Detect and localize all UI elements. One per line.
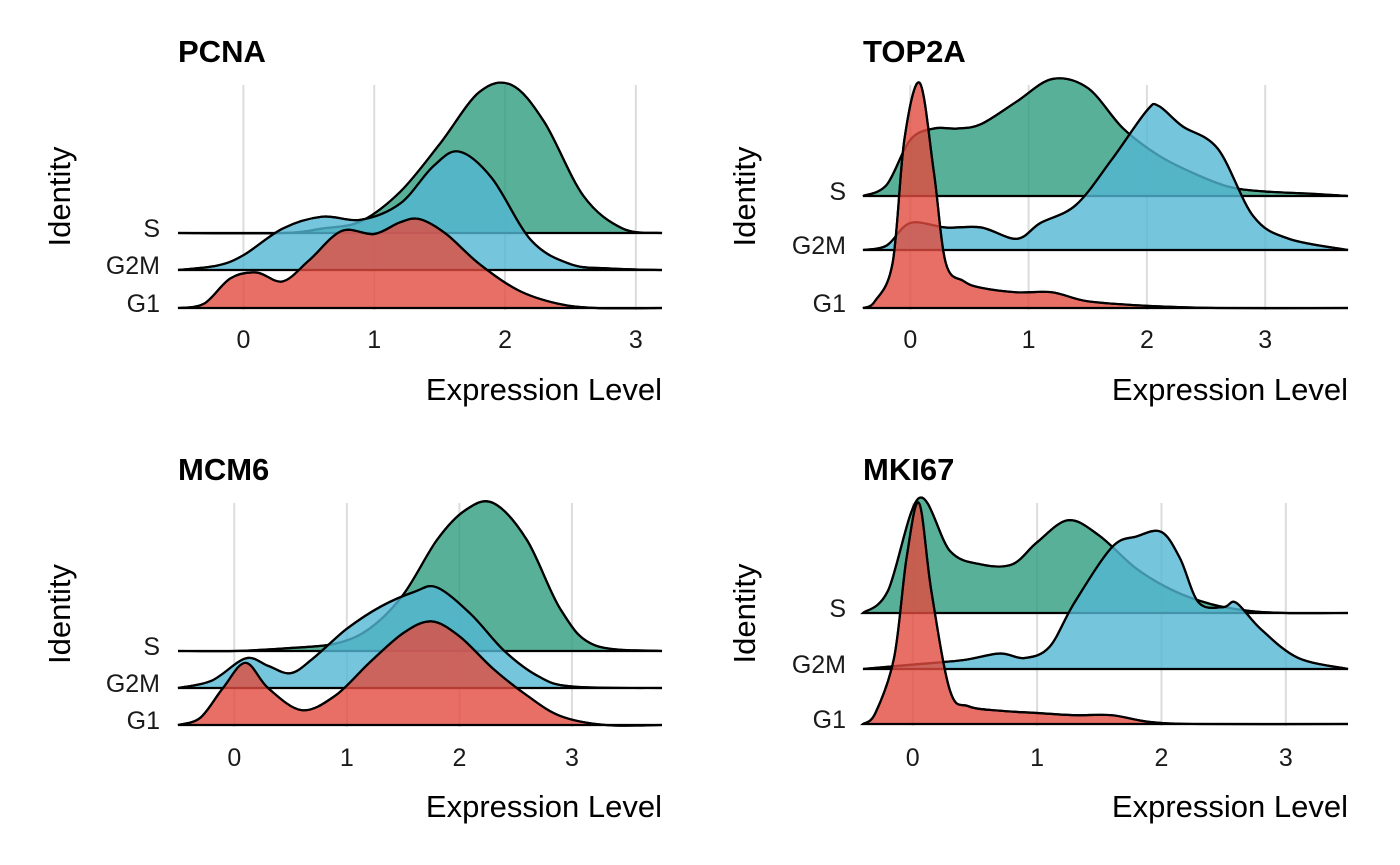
x-tick-label-2: 2 [452,744,466,772]
x-tick-label-1: 1 [1030,744,1044,772]
category-label-g1: G1 [813,290,846,318]
ridge-line-g1 [177,620,663,727]
ridge-line-g1 [862,81,1349,310]
panel-title: PCNA [178,34,266,69]
category-label-g2m: G2M [792,232,846,260]
category-label-g2m: G2M [106,670,160,698]
x-tick-label-1: 1 [1022,326,1036,354]
x-tick-label-3: 3 [1258,326,1272,354]
y-axis-title: Identity [42,564,77,664]
category-label-g1: G1 [127,707,160,735]
category-label-s: S [143,633,160,661]
x-tick-label-3: 3 [629,326,643,354]
category-label-g1: G1 [813,706,846,734]
y-axis-title: Identity [727,146,762,246]
x-axis-title: Expression Level [426,789,662,824]
category-label-g1: G1 [127,290,160,318]
y-axis-title: Identity [42,146,77,246]
x-axis-title: Expression Level [1112,372,1348,407]
x-tick-label-1: 1 [367,326,381,354]
ridge-line-g2m [177,584,663,690]
panel-title: MCM6 [178,452,269,487]
x-tick-label-2: 2 [1155,744,1169,772]
panel-top2a: TOP2A G1 G2M S 0 1 2 3 Expression Level Identity [727,34,1349,407]
ridge-line-g2m [177,150,663,272]
category-label-s: S [829,178,846,206]
x-tick-label-0: 0 [906,744,920,772]
x-tick-label-1: 1 [340,744,354,772]
y-axis-title: Identity [727,563,762,663]
x-axis-title: Expression Level [1112,789,1348,824]
ridge-line-g2m [862,529,1349,671]
x-tick-label-2: 2 [1140,326,1154,354]
ridge-line-s [177,500,663,653]
ridge-line-g1 [862,501,1349,726]
panel-mki67: MKI67 G1 G2M S 0 1 2 3 Expression Level Identity [727,452,1349,824]
x-tick-label-3: 3 [565,744,579,772]
x-axis-title: Expression Level [426,372,662,407]
x-tick-label-0: 0 [227,744,241,772]
category-label-s: S [829,595,846,623]
panel-title: MKI67 [863,452,954,487]
x-tick-label-0: 0 [236,326,250,354]
panel-mcm6: MCM6 G1 G2M S 0 1 2 3 Expression Level Identity [42,452,663,824]
panel-title: TOP2A [863,34,966,69]
x-tick-label-3: 3 [1279,744,1293,772]
category-label-s: S [143,215,160,243]
ridge-line-g1 [177,217,663,310]
x-tick-label-2: 2 [498,326,512,354]
category-label-g2m: G2M [792,651,846,679]
panel-pcna: PCNA G1 G2M S 0 1 2 3 Expression Level Identity [42,34,663,407]
x-tick-label-0: 0 [903,326,917,354]
category-label-g2m: G2M [106,252,160,280]
